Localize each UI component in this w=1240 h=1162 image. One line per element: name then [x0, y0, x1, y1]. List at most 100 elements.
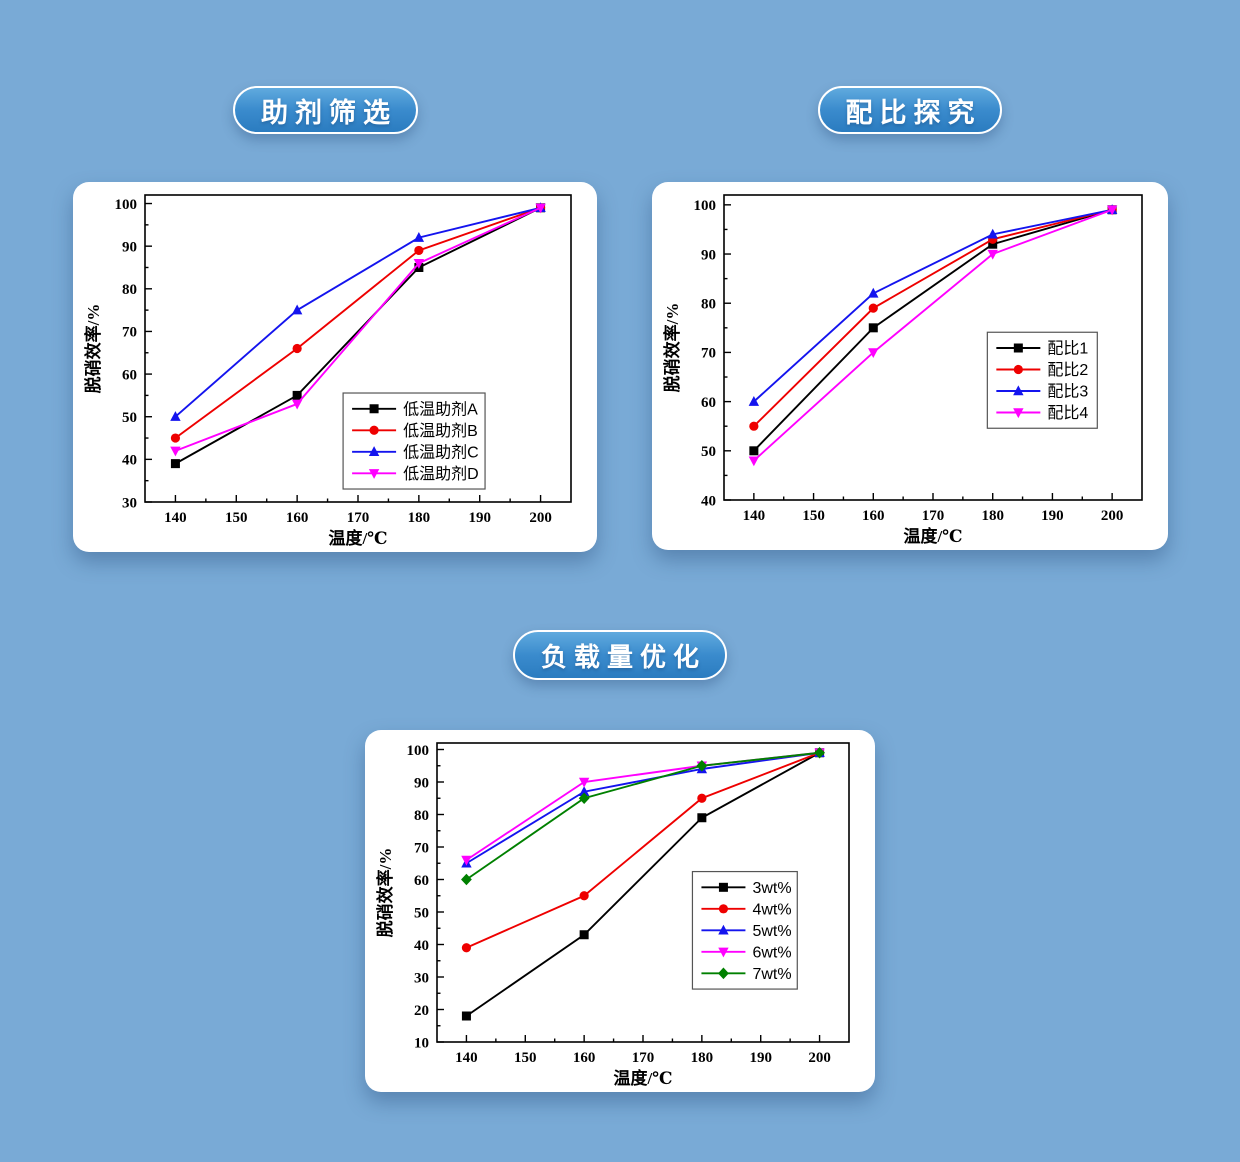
marker-triangle-up — [1013, 385, 1024, 396]
marker-square — [749, 446, 759, 456]
y-tick-label: 70 — [414, 840, 429, 856]
legend: 低温助剂A 低温助剂B 低温助剂C 低温助剂D — [342, 392, 486, 490]
y-tick-label: 70 — [701, 346, 716, 362]
legend-label: 配比3 — [1047, 383, 1088, 401]
marker-square — [292, 390, 302, 400]
x-tick-label: 150 — [225, 510, 248, 526]
y-tick-label: 100 — [407, 743, 430, 759]
x-tick-label: 200 — [1101, 508, 1124, 524]
marker-triangle-down — [170, 446, 181, 457]
marker-triangle-up — [987, 228, 998, 239]
x-tick-label: 150 — [514, 1050, 537, 1066]
marker-triangle-down — [1013, 408, 1024, 419]
marker-circle — [868, 303, 878, 313]
y-tick-label: 50 — [701, 444, 716, 460]
y-tick-label: 30 — [414, 970, 429, 986]
legend: 3wt% 4wt% 5wt% 6wt% 7wt% — [691, 870, 798, 990]
x-tick-label: 140 — [743, 508, 766, 524]
marker-triangle-up — [368, 446, 380, 456]
y-tick-label: 60 — [122, 367, 137, 383]
x-tick-label: 170 — [347, 510, 370, 526]
x-tick-label: 180 — [981, 508, 1004, 524]
marker-triangle-up — [413, 232, 425, 242]
marker-circle — [369, 425, 379, 435]
marker-circle — [1013, 364, 1023, 375]
line-chart-ratio-exploration: 140 150 160 170 180 190 200 40 50 60 70 80 90 100 温度/℃… — [662, 194, 1143, 546]
marker-square — [988, 239, 998, 249]
y-tick-label: 90 — [122, 239, 137, 255]
y-tick-label: 40 — [701, 493, 716, 509]
legend-label: 7wt% — [752, 966, 791, 983]
marker-circle — [414, 245, 424, 256]
legend-label: 6wt% — [752, 944, 791, 961]
line-chart-additive-screening: 140 150 160 170 180 190 200 30 40 50 60 70 80 90 100 温度… — [83, 194, 572, 548]
legend-label: 低温助剂B — [403, 422, 478, 440]
marker-triangle-up — [170, 411, 181, 421]
section-pill-loading-optimization: 负载量优化 — [513, 630, 727, 680]
x-tick-label: 150 — [802, 508, 825, 524]
x-tick-label: 180 — [408, 510, 431, 526]
marker-triangle-down — [748, 456, 760, 467]
x-tick-label: 170 — [922, 508, 945, 524]
marker-triangle-up — [718, 924, 729, 935]
y-axis-title: 脱硝效率/% — [662, 303, 682, 393]
x-tick-label: 140 — [455, 1050, 478, 1066]
legend-label: 配比1 — [1047, 340, 1088, 358]
legend-label: 3wt% — [752, 880, 791, 897]
y-tick-label: 50 — [414, 905, 429, 921]
legend: 配比1 配比2 配比3 配比4 — [986, 331, 1098, 429]
marker-circle — [170, 433, 181, 443]
x-tick-label: 170 — [632, 1050, 655, 1066]
x-tick-label: 160 — [286, 510, 309, 526]
legend-label: 低温助剂D — [403, 465, 479, 483]
marker-square — [697, 813, 707, 823]
marker-triangle-down — [987, 249, 998, 260]
x-tick-label: 160 — [573, 1050, 596, 1066]
y-tick-label: 100 — [694, 198, 717, 214]
marker-triangle-down — [1106, 205, 1118, 216]
chart-card-ratio-exploration: 140 150 160 170 180 190 200 40 50 60 70 80 90 100 温度/℃… — [652, 182, 1168, 550]
y-tick-label: 100 — [115, 197, 138, 213]
axis-ticks — [437, 748, 821, 1043]
marker-circle — [749, 421, 759, 431]
marker-triangle-down — [868, 348, 879, 359]
y-axis-title: 脱硝效率/% — [375, 848, 395, 938]
y-tick-label: 40 — [122, 453, 137, 469]
y-tick-label: 80 — [122, 282, 137, 298]
y-tick-label: 60 — [414, 873, 429, 889]
marker-square — [170, 459, 180, 469]
marker-triangle-up — [578, 786, 590, 796]
y-tick-label: 20 — [414, 1003, 429, 1019]
y-tick-label: 50 — [122, 410, 137, 426]
x-axis-title: 温度/℃ — [328, 528, 387, 548]
x-tick-label: 140 — [164, 510, 187, 526]
marker-circle — [292, 343, 302, 354]
y-tick-label: 80 — [414, 808, 429, 824]
x-tick-label: 190 — [749, 1050, 772, 1066]
chart-card-loading-optimization: 140 150 160 170 180 190 200 10 20 30 40 50 60 70 80 90 1… — [365, 730, 875, 1092]
chart-card-additive-screening: 140 150 160 170 180 190 200 30 40 50 60 70 80 90 100 温度… — [73, 182, 597, 552]
section-pill-ratio-exploration: 配比探究 — [818, 86, 1002, 134]
section-title-additive-screening: 助剂筛选 — [261, 97, 397, 128]
legend-label: 配比2 — [1047, 361, 1088, 379]
x-tick-label: 180 — [691, 1050, 714, 1066]
axis-ticks — [145, 202, 542, 503]
marker-square — [1013, 343, 1023, 353]
y-tick-label: 30 — [122, 495, 137, 511]
x-tick-label: 200 — [529, 510, 552, 526]
marker-triangle-down — [718, 947, 729, 958]
marker-triangle-down — [461, 855, 472, 866]
y-tick-label: 90 — [701, 247, 716, 263]
marker-triangle-down — [578, 777, 590, 788]
marker-square — [718, 882, 728, 892]
marker-square — [868, 323, 878, 333]
marker-circle — [461, 943, 472, 953]
legend-label: 配比4 — [1047, 404, 1088, 422]
marker-square — [579, 930, 589, 940]
marker-triangle-up — [868, 287, 879, 298]
x-tick-label: 190 — [468, 510, 491, 526]
marker-triangle-up — [291, 304, 303, 315]
marker-triangle-up — [748, 396, 760, 406]
series-低温助剂D — [170, 203, 546, 457]
y-tick-label: 80 — [701, 296, 716, 312]
